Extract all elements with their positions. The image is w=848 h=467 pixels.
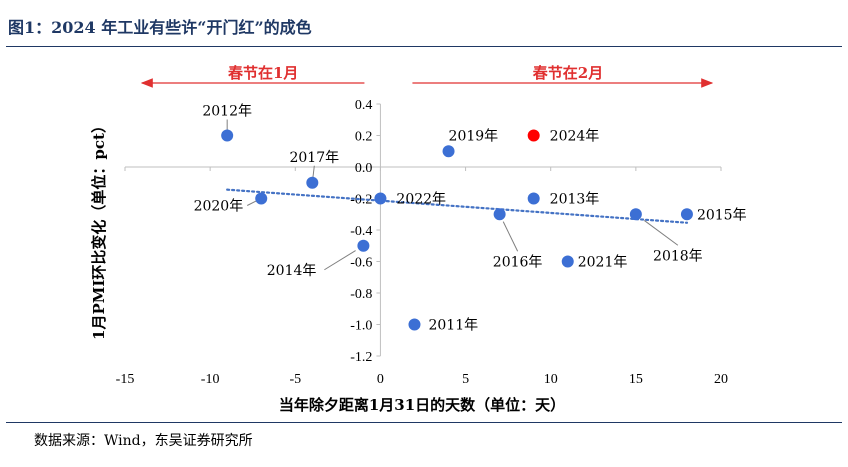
y-tick-label: 0.0 — [355, 161, 373, 176]
label-leaders — [226, 119, 679, 271]
data-point — [408, 318, 421, 331]
title-rule — [6, 46, 842, 47]
data-label: 2016年 — [493, 254, 543, 270]
data-label: 2019年 — [449, 128, 499, 144]
x-tick-label: -10 — [201, 372, 220, 387]
leader-line — [643, 220, 679, 246]
data-point — [306, 176, 319, 189]
data-label: 2018年 — [653, 248, 703, 264]
x-tick-label: 20 — [714, 372, 728, 387]
data-label: 2021年 — [578, 255, 628, 271]
data-point — [561, 255, 574, 268]
right-arrow-label: 春节在2月 — [533, 64, 603, 82]
data-label: 2012年 — [202, 104, 252, 120]
data-label: 2013年 — [550, 192, 600, 208]
leader-line — [324, 250, 356, 271]
y-axis-title: 1月PMI环比变化（单位：pct） — [90, 118, 108, 340]
figure-title: 图1：2024 年工业有些许“开门红”的成色 — [8, 18, 312, 37]
x-axis-title: 当年除夕距离1月31日的天数（单位：天） — [279, 396, 565, 414]
data-point — [680, 208, 693, 221]
x-tick-label: 5 — [462, 372, 469, 387]
data-point — [442, 145, 455, 158]
axes: -15-10-5051015200.40.20.0-0.2-0.4-0.6-0.… — [90, 98, 728, 414]
data-point — [629, 208, 642, 221]
data-point — [527, 129, 540, 142]
period-arrows: 春节在1月 春节在2月 — [140, 64, 714, 88]
data-label: 2022年 — [396, 192, 446, 208]
x-tick-label: 15 — [629, 372, 643, 387]
data-label: 2020年 — [194, 199, 244, 215]
leader-line — [502, 221, 519, 252]
y-tick-label: -1.0 — [350, 319, 372, 334]
source-rule — [6, 422, 842, 423]
x-tick-label: 10 — [544, 372, 558, 387]
y-tick-label: -0.4 — [350, 224, 372, 239]
y-tick-label: -0.6 — [350, 256, 372, 271]
data-point — [357, 239, 370, 252]
left-arrow-label: 春节在1月 — [228, 64, 298, 82]
trendline-path — [226, 188, 689, 224]
data-label: 2017年 — [289, 150, 339, 166]
data-point — [255, 192, 268, 205]
data-points — [221, 129, 693, 331]
data-label: 2011年 — [428, 318, 478, 334]
data-point — [374, 192, 387, 205]
x-tick-label: -5 — [289, 372, 301, 387]
data-point — [527, 192, 540, 205]
data-label: 2024年 — [550, 129, 600, 145]
y-tick-label: 0.4 — [355, 98, 373, 113]
x-tick-label: 0 — [377, 372, 384, 387]
data-label: 2014年 — [267, 263, 317, 279]
y-tick-label: 0.2 — [355, 130, 373, 145]
data-label: 2015年 — [697, 207, 747, 223]
y-tick-label: -1.2 — [350, 350, 372, 365]
source-note: 数据来源：Wind，东吴证券研究所 — [34, 433, 253, 449]
x-tick-label: -15 — [116, 372, 135, 387]
point-labels: 2012年 2017年 2020年 2014年 2022年 2019年 2024年 2013年… — [194, 104, 747, 334]
trendline — [226, 188, 689, 224]
y-tick-label: -0.8 — [350, 287, 372, 302]
data-point — [493, 208, 506, 221]
data-point — [221, 129, 234, 142]
